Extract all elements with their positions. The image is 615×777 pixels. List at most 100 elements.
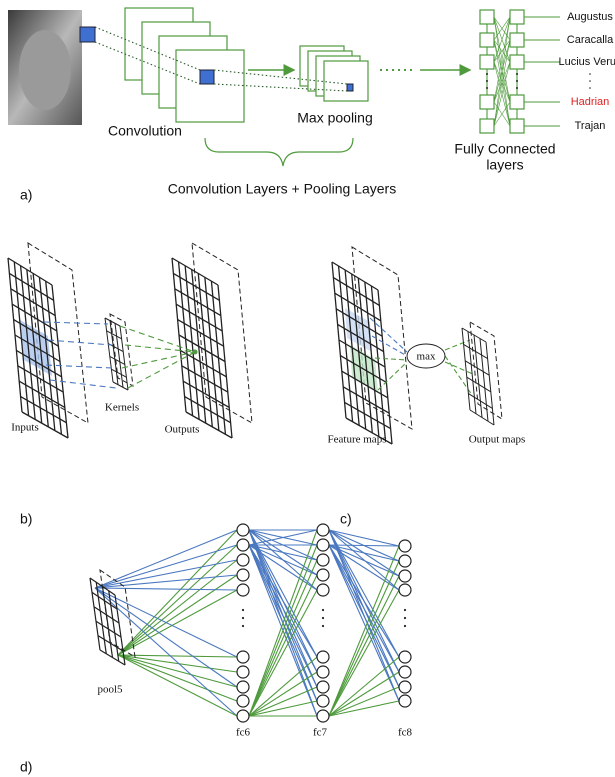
dot [589, 73, 591, 75]
dot [242, 625, 244, 627]
neuron [237, 666, 249, 678]
label: Convolution Layers + Pooling Layers [168, 181, 396, 197]
connector [118, 655, 237, 672]
pooled-cell [347, 84, 353, 91]
label: Convolution [108, 123, 182, 139]
label: fc7 [313, 727, 328, 739]
neuron [480, 119, 494, 133]
dot [486, 80, 488, 82]
dot [589, 87, 591, 89]
connector [249, 575, 317, 716]
connector [105, 318, 113, 382]
neuron [317, 666, 329, 678]
connector [122, 352, 195, 368]
neuron [510, 55, 524, 69]
connector [95, 530, 237, 588]
dot [486, 87, 488, 89]
neuron [480, 10, 494, 24]
connector [375, 358, 407, 360]
class-label: Hadrian [571, 96, 610, 108]
dot [242, 609, 244, 611]
neuron [399, 570, 411, 582]
connector [249, 701, 317, 716]
connector [125, 345, 195, 352]
connector [110, 356, 125, 364]
label: Outputs [165, 424, 200, 436]
connector [329, 657, 399, 716]
label: pool5 [97, 684, 123, 696]
neuron [480, 33, 494, 47]
feature-map [176, 50, 244, 122]
dot [322, 617, 324, 619]
receptive-field [200, 70, 214, 84]
connector [329, 701, 399, 716]
neuron [399, 695, 411, 707]
connector [378, 362, 407, 390]
class-label: Augustus [567, 11, 613, 23]
neuron [237, 681, 249, 693]
connector [118, 655, 237, 657]
neuron [237, 569, 249, 581]
class-label: Caracalla [567, 34, 614, 46]
output-cell [193, 350, 198, 355]
panel-label: d) [20, 759, 32, 775]
neuron [399, 540, 411, 552]
dot [486, 73, 488, 75]
neuron [399, 584, 411, 596]
connector [118, 575, 237, 655]
receptive-field [80, 27, 95, 42]
dot [404, 625, 406, 627]
connector [110, 321, 118, 385]
brace [205, 138, 353, 166]
dot [322, 625, 324, 627]
connector [445, 340, 470, 350]
connector [329, 576, 399, 716]
label: Kernels [105, 402, 139, 414]
dot [322, 609, 324, 611]
dot [516, 73, 518, 75]
neuron [317, 695, 329, 707]
neuron [317, 569, 329, 581]
face [19, 30, 71, 110]
connector [94, 607, 119, 623]
panel-label: a) [20, 187, 32, 203]
neuron [317, 584, 329, 596]
connector [46, 365, 112, 368]
dot [404, 617, 406, 619]
label: Inputs [11, 422, 39, 434]
connector [329, 545, 399, 546]
dot [516, 80, 518, 82]
neuron [237, 554, 249, 566]
label: Fully Connected [454, 141, 555, 157]
neuron [237, 524, 249, 536]
connector [98, 636, 123, 651]
dot [404, 609, 406, 611]
neuron [237, 695, 249, 707]
neuron [510, 95, 524, 109]
connector [90, 578, 100, 650]
neuron [237, 584, 249, 596]
neuron [510, 119, 524, 133]
neuron [399, 555, 411, 567]
connector [105, 318, 120, 326]
neuron [510, 33, 524, 47]
connector [329, 545, 399, 657]
neuron [237, 651, 249, 663]
neuron [317, 524, 329, 536]
neuron [317, 554, 329, 566]
dot [516, 87, 518, 89]
label: Output maps [469, 434, 526, 446]
neuron [399, 681, 411, 693]
dot [589, 80, 591, 82]
connector [249, 545, 317, 657]
connector [44, 322, 108, 324]
connector [111, 369, 126, 377]
pool-map [324, 61, 368, 101]
neuron [317, 651, 329, 663]
label: max [417, 351, 436, 363]
connector [95, 560, 237, 588]
connector [329, 530, 399, 546]
label: Max pooling [297, 110, 373, 126]
label: fc8 [398, 727, 413, 739]
class-label: Trajan [575, 120, 606, 132]
